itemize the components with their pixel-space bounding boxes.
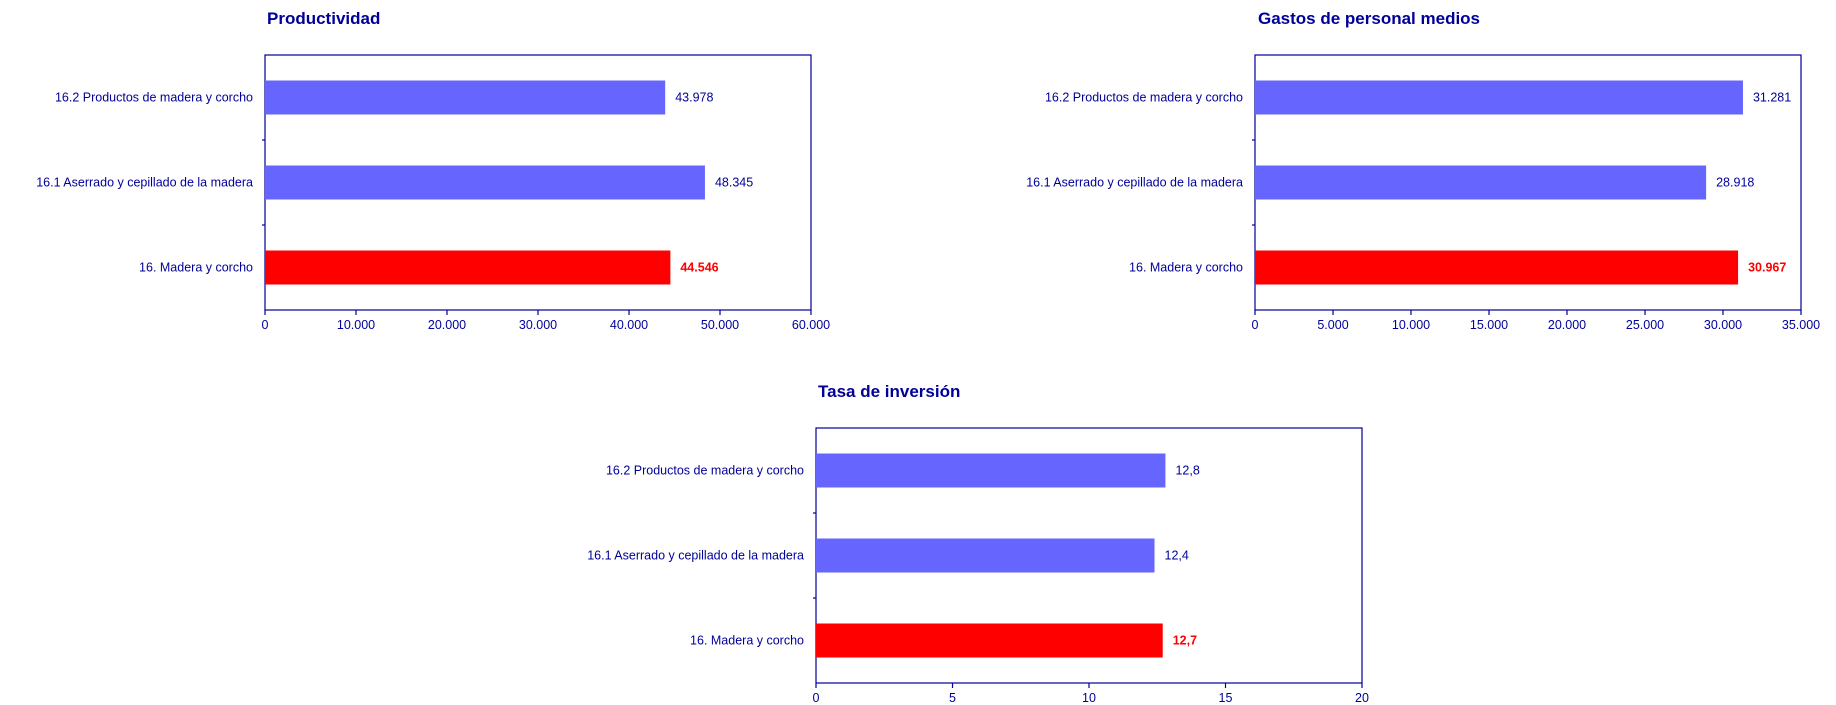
x-tick-label: 10.000 bbox=[337, 318, 375, 332]
value-label: 12,4 bbox=[1165, 549, 1189, 563]
bar bbox=[265, 165, 705, 200]
x-tick-label: 15.000 bbox=[1470, 318, 1508, 332]
x-tick-label: 30.000 bbox=[1704, 318, 1742, 332]
category-label: 16.2 Productos de madera y corcho bbox=[606, 464, 804, 478]
bar bbox=[1255, 165, 1707, 200]
value-label: 43.978 bbox=[675, 91, 713, 105]
value-label: 44.546 bbox=[680, 261, 718, 275]
value-label: 28.918 bbox=[1716, 176, 1754, 190]
x-tick-label: 50.000 bbox=[701, 318, 739, 332]
value-label: 48.345 bbox=[715, 176, 753, 190]
x-tick-label: 0 bbox=[262, 318, 269, 332]
value-label: 12,7 bbox=[1173, 634, 1197, 648]
x-tick-label: 20 bbox=[1355, 691, 1369, 705]
bar bbox=[816, 538, 1155, 573]
x-tick-label: 40.000 bbox=[610, 318, 648, 332]
x-tick-label: 15 bbox=[1219, 691, 1233, 705]
category-label: 16.1 Aserrado y cepillado de la madera bbox=[587, 549, 804, 563]
x-tick-label: 10 bbox=[1082, 691, 1096, 705]
bar bbox=[1255, 80, 1743, 115]
bar-highlight bbox=[265, 250, 671, 285]
category-label: 16. Madera y corcho bbox=[1129, 261, 1243, 275]
x-tick-label: 20.000 bbox=[428, 318, 466, 332]
category-label: 16.1 Aserrado y cepillado de la madera bbox=[36, 176, 253, 190]
x-tick-label: 20.000 bbox=[1548, 318, 1586, 332]
chart-title: Gastos de personal medios bbox=[1258, 9, 1480, 28]
category-label: 16. Madera y corcho bbox=[139, 261, 253, 275]
x-tick-label: 60.000 bbox=[792, 318, 830, 332]
bar bbox=[816, 453, 1166, 488]
value-label: 12,8 bbox=[1175, 464, 1199, 478]
chart-title: Productividad bbox=[267, 9, 380, 28]
x-tick-label: 10.000 bbox=[1392, 318, 1430, 332]
value-label: 30.967 bbox=[1748, 261, 1786, 275]
chart-title: Tasa de inversión bbox=[818, 382, 960, 401]
x-tick-label: 5.000 bbox=[1317, 318, 1348, 332]
chart-tasa-inversion: Tasa de inversión 16.2 Productos de made… bbox=[587, 382, 1369, 705]
x-tick-label: 35.000 bbox=[1782, 318, 1820, 332]
bar bbox=[265, 80, 666, 115]
value-label: 31.281 bbox=[1753, 91, 1791, 105]
bar-highlight bbox=[816, 623, 1163, 658]
x-tick-label: 0 bbox=[1252, 318, 1259, 332]
category-label: 16.2 Productos de madera y corcho bbox=[55, 91, 253, 105]
x-tick-label: 0 bbox=[813, 691, 820, 705]
x-tick-label: 5 bbox=[949, 691, 956, 705]
category-label: 16.1 Aserrado y cepillado de la madera bbox=[1026, 176, 1243, 190]
bar-highlight bbox=[1255, 250, 1739, 285]
x-tick-label: 25.000 bbox=[1626, 318, 1664, 332]
category-label: 16. Madera y corcho bbox=[690, 634, 804, 648]
x-tick-label: 30.000 bbox=[519, 318, 557, 332]
chart-gastos-personal: Gastos de personal medios 16.2 Productos… bbox=[1026, 9, 1820, 332]
chart-productividad: Productividad 16.2 Productos de madera y… bbox=[36, 9, 830, 332]
category-label: 16.2 Productos de madera y corcho bbox=[1045, 91, 1243, 105]
